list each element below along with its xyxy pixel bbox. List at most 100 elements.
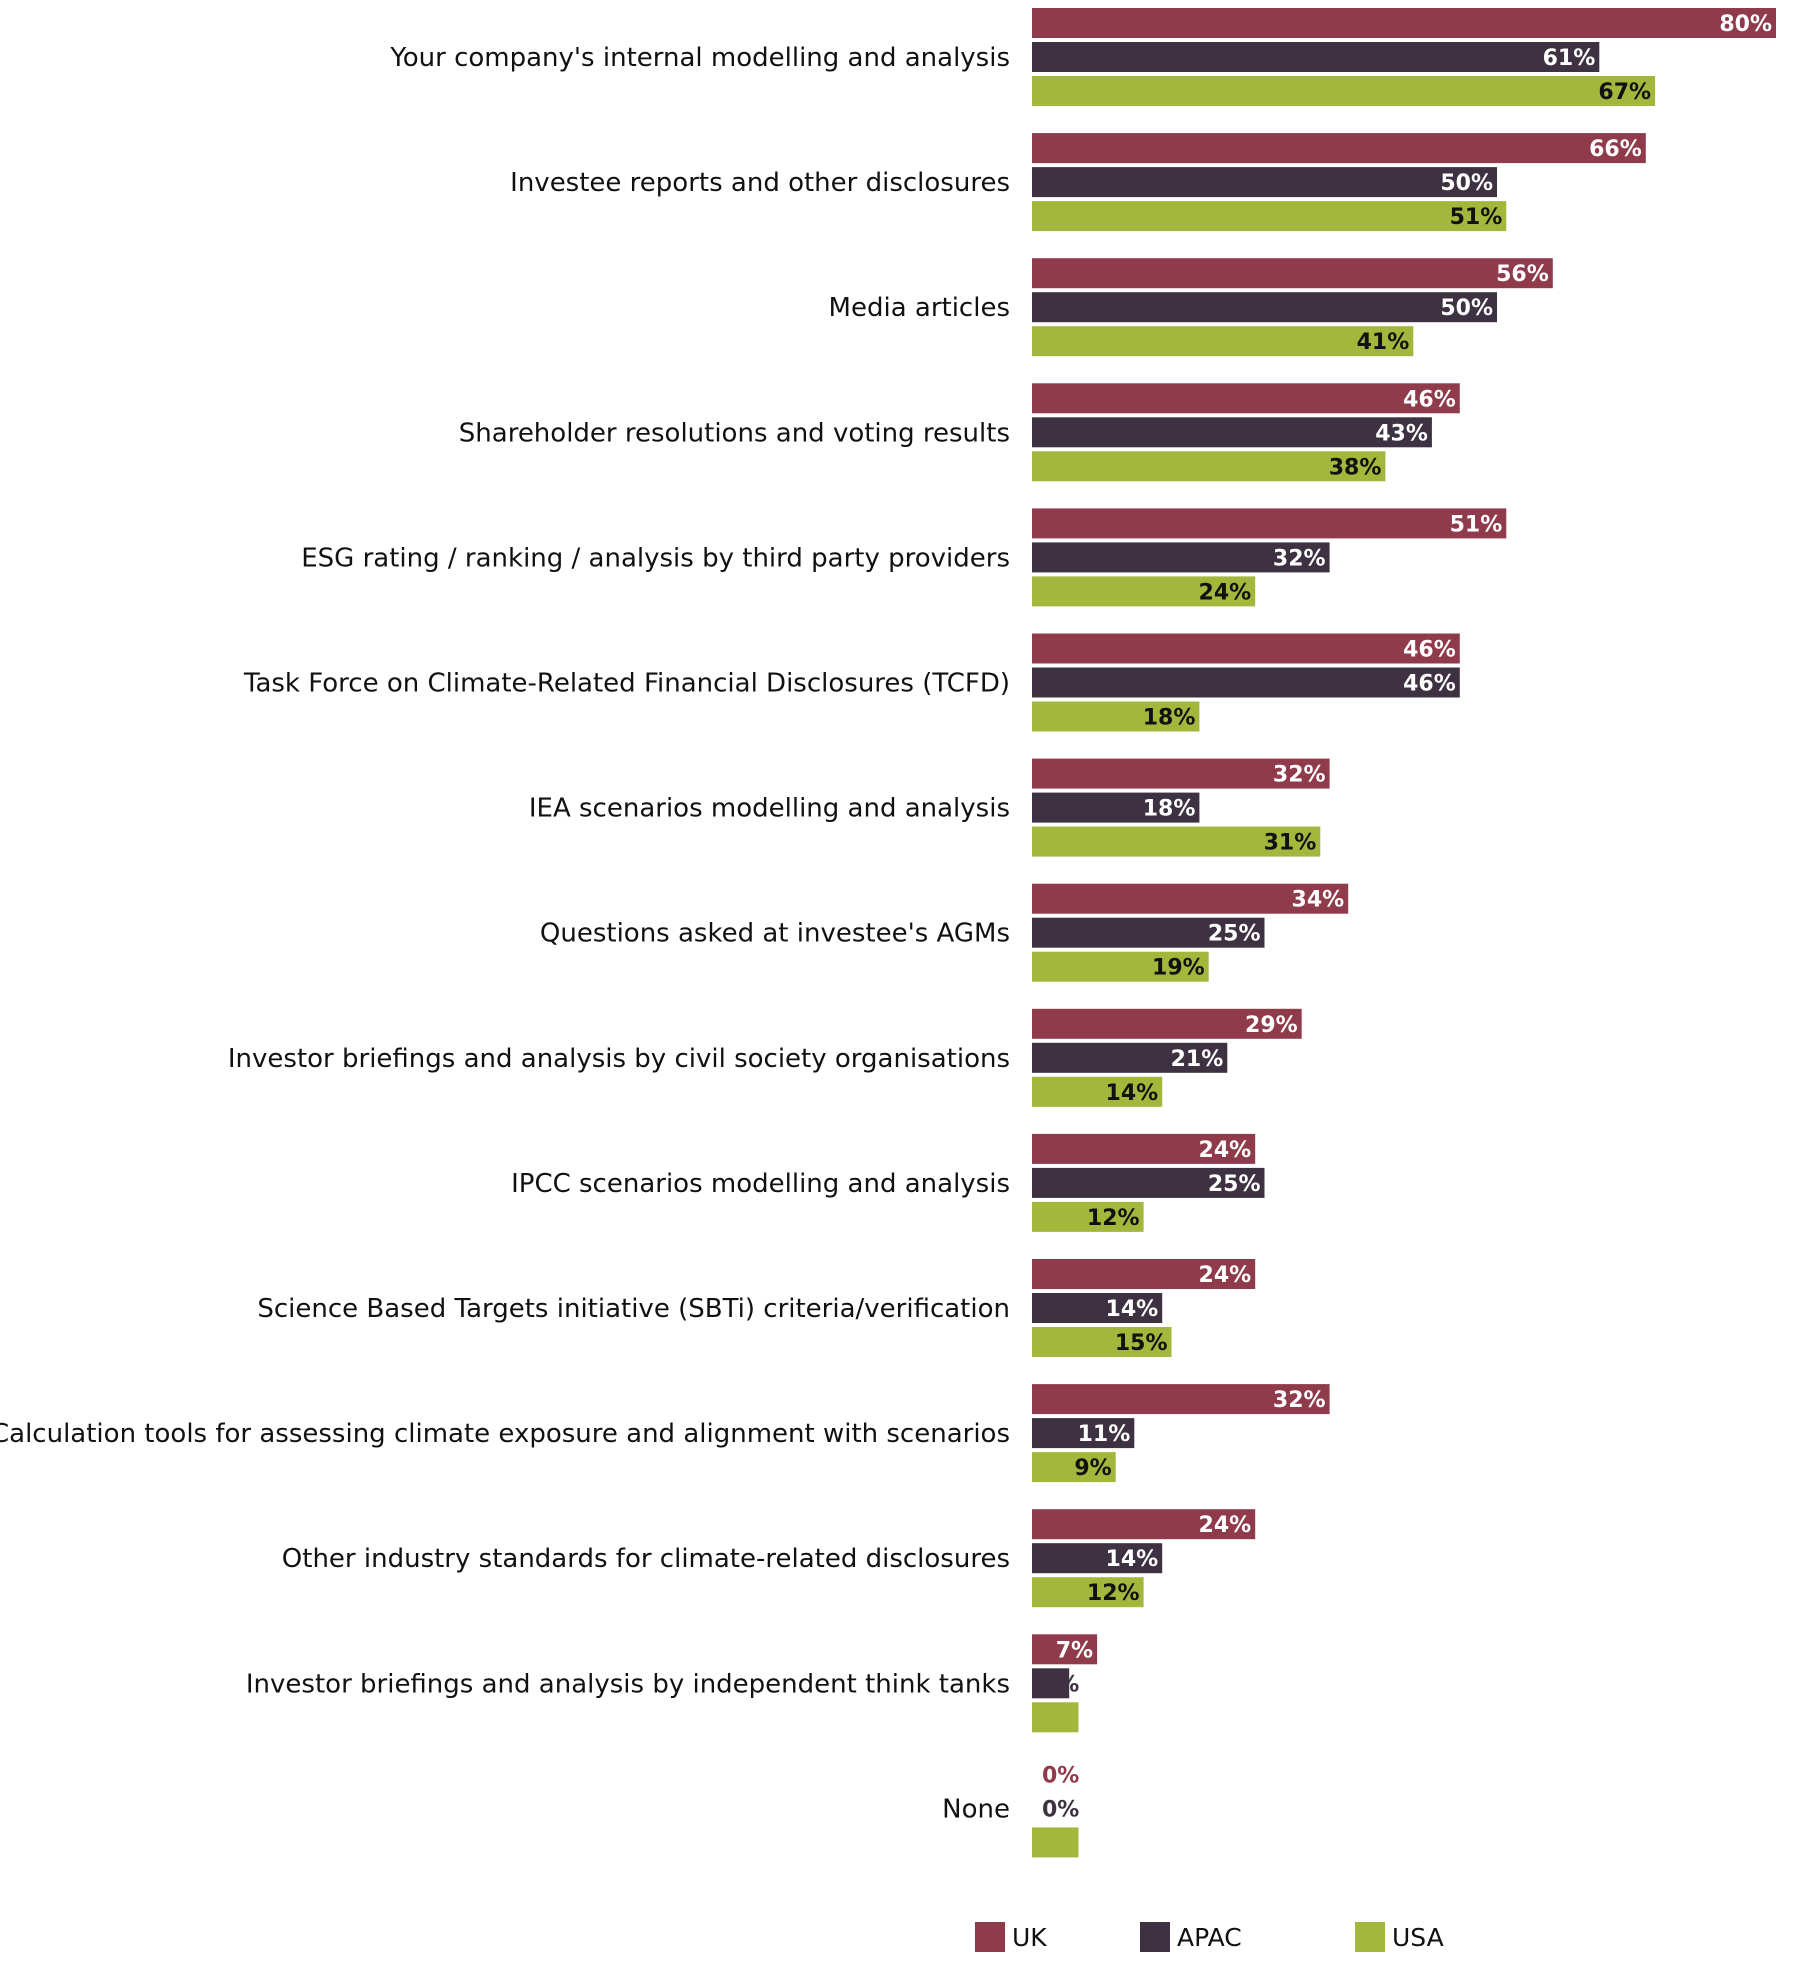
- value-label-usa: 5%: [1042, 1706, 1079, 1731]
- value-label-usa: 38%: [1329, 455, 1382, 480]
- bar-apac: [1032, 792, 1200, 823]
- bar-apac: [1032, 42, 1600, 72]
- value-label-apac: 18%: [1143, 797, 1196, 822]
- value-label-usa: 31%: [1264, 831, 1317, 856]
- value-label-uk: 24%: [1199, 1263, 1252, 1288]
- bar-usa: [1032, 1827, 1079, 1858]
- bar-uk: [1032, 8, 1776, 38]
- value-label-apac: 21%: [1171, 1047, 1224, 1072]
- bar-apac: [1032, 292, 1497, 323]
- bar-apac: [1032, 1167, 1265, 1198]
- bar-apac: [1032, 1042, 1228, 1073]
- category-label: Your company's internal modelling and an…: [389, 43, 1010, 73]
- category-label: None: [942, 1794, 1010, 1824]
- bar-uk: [1032, 1509, 1256, 1540]
- bar-uk: [1032, 1133, 1256, 1164]
- value-label-uk: 80%: [1719, 12, 1772, 37]
- category-label: IEA scenarios modelling and analysis: [529, 794, 1010, 824]
- category-label: Shareholder resolutions and voting resul…: [459, 418, 1010, 448]
- value-label-apac: 32%: [1273, 546, 1326, 571]
- value-label-apac: 25%: [1208, 1172, 1261, 1197]
- value-label-usa: 14%: [1106, 1081, 1159, 1106]
- value-label-uk: 32%: [1273, 763, 1326, 788]
- bar-uk: [1032, 758, 1330, 789]
- bar-uk: [1032, 633, 1460, 664]
- value-labels: 80%61%67%66%50%51%56%50%41%46%43%38%51%3…: [1042, 12, 1772, 1856]
- value-label-apac: 25%: [1208, 922, 1261, 947]
- value-label-usa: 19%: [1152, 956, 1205, 981]
- value-label-usa: 18%: [1143, 706, 1196, 731]
- category-label: Media articles: [829, 293, 1010, 323]
- category-label: Investor briefings and analysis by indep…: [246, 1669, 1010, 1699]
- value-label-apac: 11%: [1078, 1422, 1131, 1447]
- value-label-uk: 29%: [1245, 1013, 1298, 1038]
- value-label-uk: 24%: [1199, 1513, 1252, 1538]
- bar-uk: [1032, 133, 1646, 164]
- category-label: Investor briefings and analysis by civil…: [228, 1044, 1010, 1074]
- bar-uk: [1032, 1384, 1330, 1415]
- value-label-uk: 56%: [1496, 262, 1549, 287]
- bar-usa: [1032, 1201, 1144, 1232]
- value-label-uk: 34%: [1292, 888, 1345, 913]
- value-label-usa: 9%: [1074, 1456, 1111, 1481]
- bar-apac: [1032, 1543, 1163, 1574]
- bar-apac: [1032, 542, 1330, 573]
- category-label: IPCC scenarios modelling and analysis: [511, 1169, 1010, 1199]
- legend-label-apac: APAC: [1177, 1923, 1242, 1952]
- bar-apac: [1032, 417, 1432, 448]
- value-label-usa: 51%: [1450, 205, 1503, 230]
- category-label: Other industry standards for climate-rel…: [282, 1544, 1010, 1574]
- bar-uk: [1032, 883, 1349, 914]
- bar-uk: [1032, 1008, 1302, 1039]
- value-label-apac: 43%: [1375, 421, 1428, 446]
- bar-uk: [1032, 508, 1507, 539]
- bar-usa: [1032, 201, 1507, 232]
- value-label-usa: 67%: [1598, 80, 1651, 105]
- bar-usa: [1032, 1702, 1079, 1733]
- legend-swatch-usa: [1355, 1922, 1385, 1952]
- category-label: Investee reports and other disclosures: [510, 168, 1010, 198]
- bar-usa: [1032, 701, 1200, 732]
- bar-usa: [1032, 326, 1414, 357]
- value-label-apac: 14%: [1106, 1547, 1159, 1572]
- value-label-uk: 0%: [1042, 1763, 1079, 1788]
- category-label: Science Based Targets initiative (SBTi) …: [257, 1294, 1010, 1324]
- category-labels: Your company's internal modelling and an…: [0, 43, 1010, 1824]
- value-label-usa: 15%: [1115, 1331, 1168, 1356]
- value-label-apac: 61%: [1543, 46, 1596, 71]
- bar-usa: [1032, 451, 1386, 482]
- value-label-uk: 46%: [1403, 638, 1456, 663]
- legend-swatch-apac: [1140, 1922, 1170, 1952]
- value-label-usa: 5%: [1042, 1831, 1079, 1856]
- bar-apac: [1032, 667, 1460, 698]
- category-label: ESG rating / ranking / analysis by third…: [301, 543, 1010, 573]
- bar-usa: [1032, 1452, 1116, 1483]
- value-label-uk: 7%: [1056, 1638, 1093, 1663]
- bars: [1032, 8, 1776, 1858]
- value-label-apac: 46%: [1403, 672, 1456, 697]
- bar-apac: [1032, 1668, 1070, 1699]
- category-label: Questions asked at investee's AGMs: [540, 919, 1010, 949]
- bar-usa: [1032, 951, 1209, 982]
- bar-uk: [1032, 258, 1553, 289]
- value-label-usa: 24%: [1199, 580, 1252, 605]
- category-label: Calculation tools for assessing climate …: [0, 1419, 1010, 1449]
- bar-apac: [1032, 1293, 1163, 1323]
- value-label-uk: 51%: [1450, 512, 1503, 537]
- value-label-uk: 24%: [1199, 1138, 1252, 1163]
- value-label-usa: 12%: [1087, 1581, 1140, 1606]
- value-label-uk: 66%: [1589, 137, 1642, 162]
- value-label-apac: 4%: [1042, 1672, 1079, 1697]
- legend-swatch-uk: [975, 1922, 1005, 1952]
- value-label-apac: 50%: [1440, 171, 1493, 196]
- value-label-usa: 12%: [1087, 1206, 1140, 1231]
- legend-label-uk: UK: [1012, 1923, 1047, 1952]
- bar-usa: [1032, 576, 1256, 607]
- value-label-usa: 41%: [1357, 330, 1410, 355]
- bar-uk: [1032, 1259, 1256, 1289]
- bar-apac: [1032, 917, 1265, 948]
- bar-usa: [1032, 1076, 1163, 1107]
- value-label-apac: 50%: [1440, 296, 1493, 321]
- bar-usa: [1032, 1327, 1172, 1357]
